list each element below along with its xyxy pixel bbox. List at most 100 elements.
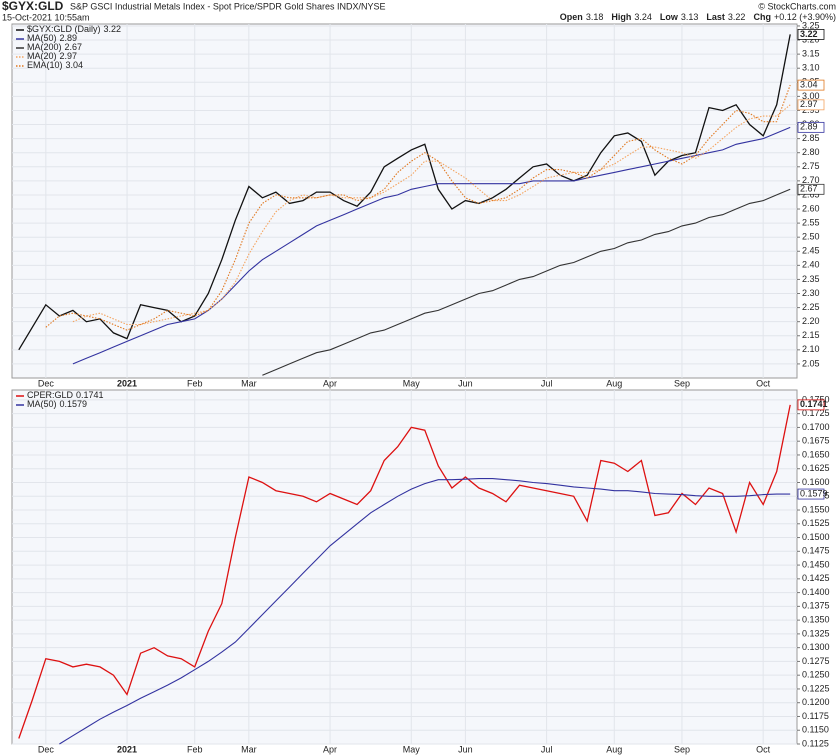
legend-entry: CPER:GLD 0.1741 bbox=[27, 390, 104, 400]
y-tick-label: 0.1500 bbox=[802, 532, 830, 542]
quote-label: Open bbox=[560, 12, 583, 22]
y-tick-label: 2.80 bbox=[802, 147, 820, 157]
x-tick-label: Feb bbox=[187, 744, 203, 754]
legend-entry: MA(200) 2.67 bbox=[27, 42, 82, 52]
y-tick-label: 2.20 bbox=[802, 316, 820, 326]
x-tick-label: Dec bbox=[38, 744, 55, 754]
x-tick-label: Sep bbox=[674, 744, 690, 754]
x-tick-label: Sep bbox=[674, 378, 690, 388]
y-tick-label: 2.40 bbox=[802, 260, 820, 270]
legend-name: EMA(10) bbox=[27, 60, 63, 70]
legend-name: MA(200) bbox=[27, 42, 62, 52]
y-tick-label: 0.1275 bbox=[802, 656, 830, 666]
y-tick-label: 0.1400 bbox=[802, 587, 830, 597]
legend-name: MA(50) bbox=[27, 399, 57, 409]
y-tick-label: 2.30 bbox=[802, 288, 820, 298]
series-line bbox=[59, 478, 791, 745]
x-tick-label: 2021 bbox=[117, 744, 137, 754]
panel bbox=[11, 23, 798, 379]
x-tick-label: Mar bbox=[241, 744, 257, 754]
y-tick-label: 2.10 bbox=[802, 344, 820, 354]
legend-value: 0.1579 bbox=[60, 399, 88, 409]
x-tick-label: Jul bbox=[541, 378, 553, 388]
y-tick-label: 0.1200 bbox=[802, 697, 830, 707]
value-badge-label: 3.22 bbox=[800, 29, 818, 39]
legend-entry: $GYX:GLD (Daily) 3.22 bbox=[27, 24, 121, 34]
y-tick-label: 3.00 bbox=[802, 91, 820, 101]
x-tick-label: Apr bbox=[323, 378, 337, 388]
y-tick-label: 0.1300 bbox=[802, 642, 830, 652]
value-badge bbox=[797, 399, 825, 411]
credit: © StockCharts.com bbox=[758, 1, 836, 11]
value-badge-label: 2.89 bbox=[800, 122, 818, 132]
legend-name: CPER:GLD bbox=[27, 390, 74, 400]
legend-entry: MA(50) 0.1579 bbox=[27, 399, 87, 409]
value-badge bbox=[797, 488, 825, 500]
y-tick-label: 0.1325 bbox=[802, 628, 830, 638]
legend-entry: MA(20) 2.97 bbox=[27, 51, 77, 61]
x-tick-label: Dec bbox=[38, 378, 55, 388]
symbol: $GYX:GLD bbox=[2, 0, 64, 13]
series-line bbox=[18, 404, 791, 739]
series-line bbox=[262, 188, 791, 376]
series-line bbox=[72, 126, 791, 365]
value-badge-label: 2.97 bbox=[800, 99, 818, 109]
legend-value: 3.22 bbox=[104, 24, 122, 34]
y-tick-label: 0.1225 bbox=[802, 683, 830, 693]
x-tick-label: Aug bbox=[606, 378, 622, 388]
quote-value: 3.22 bbox=[728, 12, 746, 22]
quote-label: Low bbox=[660, 12, 679, 22]
y-tick-label: 0.1350 bbox=[802, 615, 830, 625]
legend-value: 0.1741 bbox=[76, 390, 104, 400]
legend-value: 2.89 bbox=[60, 33, 78, 43]
y-tick-label: 0.1700 bbox=[802, 422, 830, 432]
y-tick-label: 2.45 bbox=[802, 246, 820, 256]
legend-entry: EMA(10) 3.04 bbox=[27, 60, 83, 70]
series-line bbox=[72, 104, 791, 326]
legend-name: MA(20) bbox=[27, 51, 57, 61]
series-line bbox=[45, 84, 791, 331]
legend-value: 2.97 bbox=[60, 51, 78, 61]
legend-value: 3.04 bbox=[66, 60, 84, 70]
value-badge bbox=[797, 79, 825, 91]
x-tick-label: 2021 bbox=[117, 378, 137, 388]
y-tick-label: 2.35 bbox=[802, 274, 820, 284]
value-badge bbox=[797, 183, 825, 195]
description: S&P GSCI Industrial Metals Index - Spot … bbox=[70, 1, 385, 11]
date: 15-Oct-2021 10:55am bbox=[2, 12, 90, 22]
x-tick-label: Mar bbox=[241, 378, 257, 388]
y-tick-label: 2.55 bbox=[802, 217, 820, 227]
y-tick-label: 2.15 bbox=[802, 330, 820, 340]
y-tick-label: 0.1600 bbox=[802, 477, 830, 487]
quote-label: Chg bbox=[753, 12, 771, 22]
x-tick-label: Jun bbox=[458, 378, 473, 388]
y-tick-label: 2.25 bbox=[802, 302, 820, 312]
quote-value: 3.24 bbox=[634, 12, 652, 22]
y-tick-label: 0.1425 bbox=[802, 573, 830, 583]
y-tick-label: 0.1625 bbox=[802, 463, 830, 473]
y-tick-label: 2.05 bbox=[802, 358, 820, 368]
value-badge-label: 3.04 bbox=[800, 79, 818, 89]
legend-name: $GYX:GLD (Daily) bbox=[27, 24, 101, 34]
value-badge-label: 0.1579 bbox=[800, 488, 828, 498]
value-badge bbox=[797, 99, 825, 111]
value-badge bbox=[797, 29, 825, 40]
quote-value: +0.12 (+3.90%) bbox=[774, 12, 836, 22]
series-line bbox=[18, 34, 791, 351]
legend-entry: MA(50) 2.89 bbox=[27, 33, 77, 43]
y-tick-label: 3.15 bbox=[802, 49, 820, 59]
legend-value: 2.67 bbox=[65, 42, 83, 52]
x-tick-label: May bbox=[403, 378, 421, 388]
x-tick-label: May bbox=[403, 744, 421, 754]
panel bbox=[11, 389, 798, 745]
legend-name: MA(50) bbox=[27, 33, 57, 43]
y-tick-label: 0.1675 bbox=[802, 436, 830, 446]
y-tick-label: 0.1125 bbox=[802, 738, 829, 748]
y-tick-label: 0.1725 bbox=[802, 408, 830, 418]
quote-label: Last bbox=[706, 12, 725, 22]
y-tick-label: 0.1150 bbox=[802, 725, 829, 735]
y-tick-label: 0.1375 bbox=[802, 601, 830, 611]
x-tick-label: Feb bbox=[187, 378, 203, 388]
y-tick-label: 0.1750 bbox=[802, 394, 830, 404]
